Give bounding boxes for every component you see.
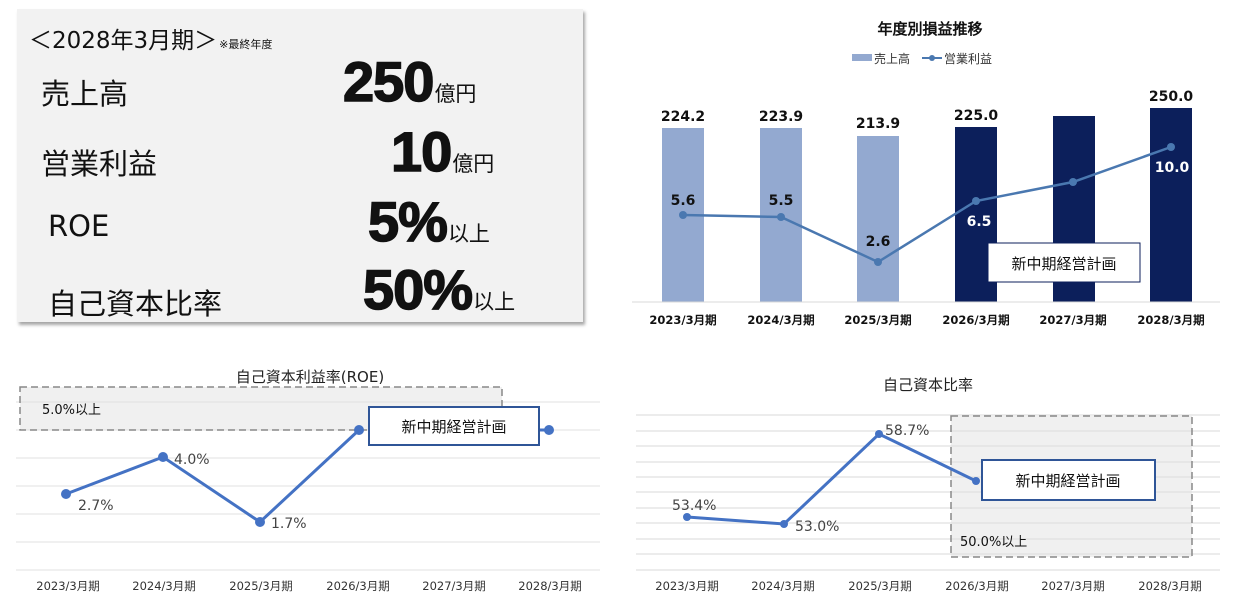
plan-annotation-box: 新中期経営計画 <box>368 406 540 446</box>
svg-text:2027/3月期: 2027/3月期 <box>1041 579 1104 593</box>
bar-2025 <box>857 136 899 302</box>
svg-text:2023/3月期: 2023/3月期 <box>36 579 99 593</box>
svg-text:2.7%: 2.7% <box>78 498 114 514</box>
plan-annotation-box: 新中期経営計画 <box>981 459 1156 501</box>
chart-title: 自己資本利益率(ROE) <box>236 368 384 386</box>
target-band-border <box>19 386 503 431</box>
summary-value: 10億円 <box>390 119 495 184</box>
equity-ratio-line <box>686 432 977 526</box>
svg-text:2026/3月期: 2026/3月期 <box>942 313 1009 327</box>
summary-row-operating-profit: 営業利益 10億円 <box>17 119 583 191</box>
svg-text:2024/3月期: 2024/3月期 <box>751 579 814 593</box>
svg-text:2025/3月期: 2025/3月期 <box>844 313 911 327</box>
svg-text:4.0%: 4.0% <box>174 452 210 468</box>
svg-text:2023/3月期: 2023/3月期 <box>655 579 718 593</box>
equity-ratio-chart: 自己資本比率 50.0%以上 53.4% 53.0% 58.7% 新中期経営計画… <box>636 376 1220 593</box>
target-band-label: 50.0%以上 <box>960 535 1027 550</box>
svg-text:224.2: 224.2 <box>661 109 705 125</box>
svg-text:5.5: 5.5 <box>769 193 794 209</box>
roe-line <box>65 428 361 524</box>
svg-text:新中期経営計画: 新中期経営計画 <box>1015 472 1120 490</box>
x-axis-labels: 2023/3月期 2024/3月期 2025/3月期 2026/3月期 2027… <box>649 313 1204 327</box>
svg-text:2023/3月期: 2023/3月期 <box>649 313 716 327</box>
summary-label: 営業利益 <box>41 147 158 181</box>
svg-text:6.5: 6.5 <box>967 214 992 230</box>
svg-text:53.0%: 53.0% <box>795 519 839 535</box>
legend-bar-swatch-icon <box>852 54 872 61</box>
target-band-border <box>950 415 1193 558</box>
svg-text:新中期経営計画: 新中期経営計画 <box>401 418 506 436</box>
summary-note: ※最終年度 <box>219 38 273 51</box>
chart-title: 自己資本比率 <box>883 376 973 394</box>
svg-text:2027/3月期: 2027/3月期 <box>1039 313 1106 327</box>
equity-ratio-markers <box>683 430 980 528</box>
summary-header: ＜2028年3月期＞ ※最終年度 <box>29 21 272 55</box>
op-profit-line <box>682 145 1172 264</box>
svg-text:5.6: 5.6 <box>671 193 696 209</box>
svg-text:2024/3月期: 2024/3月期 <box>747 313 814 327</box>
svg-text:223.9: 223.9 <box>759 109 803 125</box>
bar-value-labels: 224.2 223.9 213.9 225.0 250.0 <box>661 89 1194 132</box>
svg-text:2024/3月期: 2024/3月期 <box>132 579 195 593</box>
svg-text:58.7%: 58.7% <box>885 423 929 439</box>
summary-row-roe: ROE 5%以上 <box>17 189 583 261</box>
legend-label-sales: 売上高 <box>874 51 910 66</box>
summary-value: 250億円 <box>342 49 477 114</box>
bar-2028 <box>1150 108 1192 302</box>
svg-text:1.7%: 1.7% <box>271 516 307 532</box>
x-axis-labels: 2023/3月期 2024/3月期 2025/3月期 2026/3月期 2027… <box>36 579 581 593</box>
svg-text:2025/3月期: 2025/3月期 <box>229 579 292 593</box>
chart-title: 年度別損益推移 <box>877 20 982 38</box>
svg-text:53.4%: 53.4% <box>672 498 716 514</box>
summary-value: 5%以上 <box>367 189 490 254</box>
summary-label: 自己資本比率 <box>48 287 223 321</box>
roe-labels: 2.7% 4.0% 1.7% <box>78 452 307 532</box>
svg-text:2028/3月期: 2028/3月期 <box>518 579 581 593</box>
op-profit-markers <box>679 143 1175 266</box>
summary-row-sales: 売上高 250億円 <box>17 49 583 121</box>
plan-annotation-box: 新中期経営計画 <box>987 242 1141 283</box>
target-summary-card: ＜2028年3月期＞ ※最終年度 売上高 250億円 営業利益 10億円 ROE … <box>17 9 583 322</box>
summary-period: ＜2028年3月期＞ <box>29 28 218 54</box>
svg-text:2027/3月期: 2027/3月期 <box>422 579 485 593</box>
summary-label: 売上高 <box>41 77 129 111</box>
roe-chart: 自己資本利益率(ROE) 5.0%以上 2.7% 4.0% 1.7% 新中期経営… <box>16 368 600 593</box>
summary-row-equity-ratio: 自己資本比率 50%以上 <box>17 257 583 327</box>
svg-text:新中期経営計画: 新中期経営計画 <box>1011 255 1116 273</box>
op-profit-labels: 5.6 5.5 2.6 6.5 10.0 <box>671 160 1190 250</box>
equity-ratio-labels: 53.4% 53.0% 58.7% <box>672 423 929 535</box>
svg-text:250.0: 250.0 <box>1149 89 1194 105</box>
pl-trend-chart: 年度別損益推移 売上高 営業利益 224.2 223.9 213.9 225.0… <box>632 20 1220 327</box>
svg-text:2026/3月期: 2026/3月期 <box>326 579 389 593</box>
legend-label-op-profit: 営業利益 <box>944 52 992 66</box>
svg-text:225.0: 225.0 <box>954 108 999 124</box>
svg-text:2028/3月期: 2028/3月期 <box>1137 313 1204 327</box>
chart-legend: 売上高 営業利益 <box>852 51 992 66</box>
x-axis-labels: 2023/3月期 2024/3月期 2025/3月期 2026/3月期 2027… <box>655 579 1201 593</box>
svg-text:10.0: 10.0 <box>1155 160 1190 176</box>
target-band-label: 5.0%以上 <box>42 403 101 418</box>
svg-text:2.6: 2.6 <box>866 234 891 250</box>
svg-text:2025/3月期: 2025/3月期 <box>848 579 911 593</box>
svg-text:213.9: 213.9 <box>856 116 900 132</box>
svg-text:2026/3月期: 2026/3月期 <box>945 579 1008 593</box>
summary-value: 50%以上 <box>362 257 516 322</box>
summary-label: ROE <box>48 209 110 243</box>
svg-text:2028/3月期: 2028/3月期 <box>1138 579 1201 593</box>
sales-bars <box>662 108 1192 302</box>
